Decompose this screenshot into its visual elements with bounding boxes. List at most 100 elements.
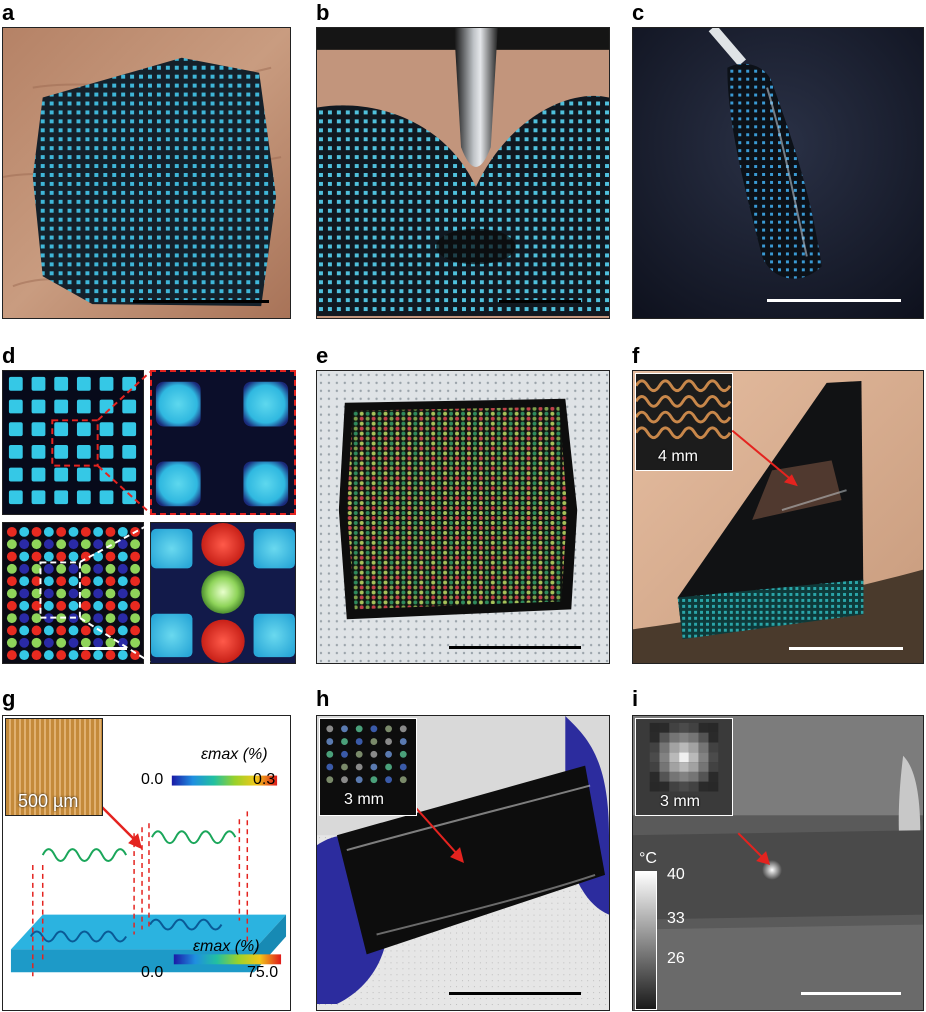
rgb-pixel (68, 600, 79, 611)
panel-d-pixel-array (2, 370, 144, 515)
rgb-pixel (105, 625, 116, 636)
rgb-pixel (6, 613, 17, 624)
rgb-pixel (31, 576, 42, 587)
blue-pixel (122, 467, 137, 482)
rgb-pixel (117, 526, 128, 537)
rgb-pixel (56, 637, 67, 648)
thermal-pixel (659, 762, 670, 772)
thermal-pixel (708, 781, 719, 792)
panel-a-photo (2, 27, 291, 319)
rgb-pixel (80, 600, 91, 611)
rgb-pixel (117, 576, 128, 587)
panel-label-d: d (2, 343, 16, 368)
rgb-pixel (80, 526, 91, 537)
blue-pixel (122, 399, 137, 414)
thermal-pixel (688, 781, 699, 792)
rgb-pixel (56, 588, 67, 599)
led-dot (326, 776, 334, 784)
led-dot (385, 763, 392, 771)
thermal-pixel (649, 781, 660, 792)
rgb-pixel (6, 563, 17, 574)
rgb-pixel (117, 551, 128, 562)
rgb-pixel (43, 576, 54, 587)
rgb-pixel (80, 613, 91, 624)
blue-pixel (54, 490, 69, 505)
blue-pixel (8, 399, 23, 414)
panel-d-rgb-array (2, 522, 144, 664)
thermal-pixel (669, 771, 680, 782)
rgb-pixel (130, 600, 141, 611)
rgb-pixel (31, 650, 42, 661)
rgb-pixel (56, 551, 67, 562)
rgb-pixel (93, 588, 104, 599)
rgb-pixel (6, 551, 17, 562)
panel-f-photo: 4 mm (632, 370, 924, 664)
led-dot (370, 776, 378, 784)
blue-pixel (122, 444, 137, 459)
rgb-pixel (6, 526, 17, 537)
rgb-pixel (117, 539, 128, 550)
thermal-pixel (688, 762, 699, 772)
rgb-pixel (93, 551, 104, 562)
rgb-pixel (43, 600, 54, 611)
rgb-pixel (130, 551, 141, 562)
temperature-tick: 40 (667, 866, 685, 883)
thermal-pixel (698, 781, 709, 792)
thermal-pixel (708, 732, 719, 743)
led-dot (326, 738, 334, 745)
blue-pixel (54, 399, 69, 414)
colorbar-top-title: εmax (%) (201, 746, 268, 763)
rgb-pixel (6, 539, 17, 550)
panel-label-g: g (2, 686, 16, 711)
inset-scale-label: 4 mm (658, 448, 698, 465)
rgb-pixel (19, 613, 30, 624)
thermal-pixel (698, 752, 709, 763)
rgb-pixel (117, 588, 128, 599)
led-dot (355, 776, 363, 784)
thermal-pixel (708, 752, 719, 763)
rgb-pixel (56, 563, 67, 574)
thermal-pixel (688, 771, 699, 782)
led-dot (341, 738, 348, 745)
blue-pixel (122, 376, 137, 391)
blue-pixel (99, 467, 114, 482)
rgb-pixel (105, 613, 116, 624)
rgb-pixel (56, 526, 67, 537)
colorbar-bottom-title: εmax (%) (193, 938, 260, 955)
thermal-pixel (679, 732, 689, 743)
led-dot (399, 763, 407, 771)
colorbar-top-max: 0.3 (253, 771, 276, 788)
rgb-pixel (130, 637, 141, 648)
blue-pixel (76, 422, 91, 437)
hanging-film-illustration (633, 28, 923, 318)
rgb-pixel (130, 650, 141, 661)
thermal-pixel (679, 781, 689, 792)
thermal-pixel (679, 722, 689, 733)
led-dot (385, 750, 392, 758)
blue-pixel (31, 399, 46, 414)
blue-pixel (122, 422, 137, 437)
rgb-pixel (80, 551, 91, 562)
blue-pixel (76, 399, 91, 414)
blue-pixel (31, 490, 46, 505)
rgb-pixel (31, 637, 42, 648)
thermal-pixel (659, 742, 670, 753)
rgb-pixel (117, 650, 128, 661)
blue-pixel (8, 444, 23, 459)
led-dot (370, 763, 378, 771)
blue-pixel-grid (8, 376, 137, 505)
rgb-pixel (80, 625, 91, 636)
rgb-pixel (130, 588, 141, 599)
panel-label-f: f (632, 343, 640, 368)
rgb-pixel (105, 576, 116, 587)
rgb-pixel (130, 563, 141, 574)
scale-bar (801, 992, 901, 995)
temperature-unit: °C (639, 850, 657, 867)
blue-pixel (31, 444, 46, 459)
rgb-pixel (68, 625, 79, 636)
colorbar-bottom-min: 0.0 (141, 964, 164, 981)
rgb-pixel (19, 637, 30, 648)
thermal-pixel (649, 722, 660, 733)
rgb-pixel (105, 551, 116, 562)
blue-pixel (76, 444, 91, 459)
